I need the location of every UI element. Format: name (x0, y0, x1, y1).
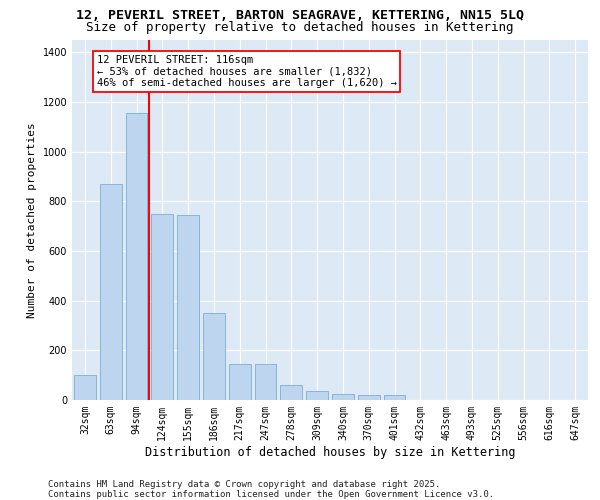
Bar (306, 392, 328, 400)
Bar (229, 364, 251, 400)
Text: Size of property relative to detached houses in Kettering: Size of property relative to detached ho… (86, 21, 514, 34)
Y-axis label: Number of detached properties: Number of detached properties (27, 122, 37, 318)
Bar (332, 394, 354, 400)
Bar (280, 385, 302, 400)
Bar (177, 215, 199, 400)
Text: Contains HM Land Registry data © Crown copyright and database right 2025.
Contai: Contains HM Land Registry data © Crown c… (48, 480, 494, 499)
Bar (358, 395, 380, 400)
Bar (100, 184, 122, 400)
X-axis label: Distribution of detached houses by size in Kettering: Distribution of detached houses by size … (145, 446, 515, 458)
Bar (74, 375, 96, 400)
Bar (254, 364, 277, 400)
Text: 12, PEVERIL STREET, BARTON SEAGRAVE, KETTERING, NN15 5LQ: 12, PEVERIL STREET, BARTON SEAGRAVE, KET… (76, 9, 524, 22)
Bar (203, 313, 225, 400)
Bar (151, 214, 173, 400)
Bar (125, 113, 148, 400)
Bar (383, 395, 406, 400)
Text: 12 PEVERIL STREET: 116sqm
← 53% of detached houses are smaller (1,832)
46% of se: 12 PEVERIL STREET: 116sqm ← 53% of detac… (97, 55, 397, 88)
